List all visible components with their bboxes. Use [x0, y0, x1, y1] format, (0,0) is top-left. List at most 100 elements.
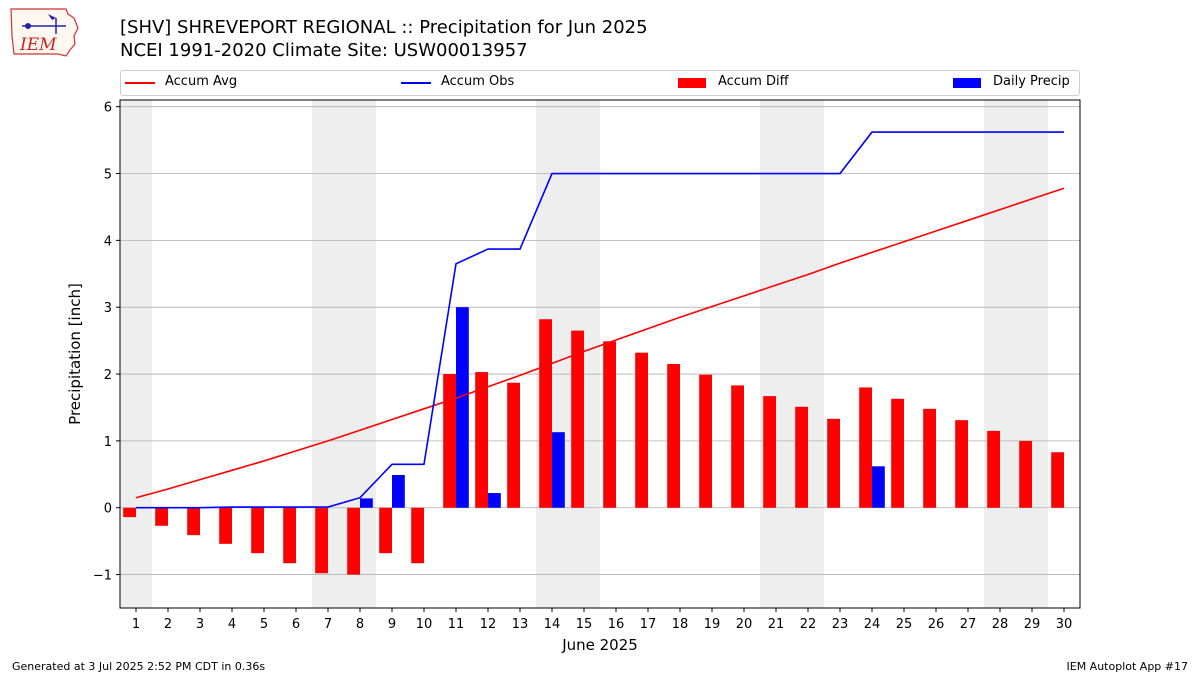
iem-logo: IEM	[10, 8, 79, 57]
legend: Accum Avg Accum Obs Accum Diff Daily Pre…	[120, 70, 1080, 96]
x-tick-label: 14	[544, 617, 561, 632]
y-tick-label: 1	[104, 435, 112, 450]
x-tick-label: 22	[800, 617, 817, 632]
y-tick-label: 2	[104, 368, 112, 383]
y-tick-label: 4	[104, 234, 112, 249]
legend-patch-swatch	[678, 78, 706, 88]
accum-diff-bar	[443, 374, 456, 508]
accum-diff-bar	[795, 406, 808, 508]
accum-diff-bar	[987, 430, 1000, 508]
legend-line-swatch	[125, 82, 155, 84]
accum-diff-bar	[475, 372, 488, 508]
accum-diff-bar	[155, 507, 168, 526]
accum-diff-bar	[667, 364, 680, 508]
y-tick-label: 5	[104, 168, 112, 183]
x-tick-label: 9	[388, 617, 396, 632]
weekend-shade	[792, 100, 824, 608]
y-tick-label: 3	[104, 301, 112, 316]
accum-diff-bar	[283, 507, 296, 564]
daily-precip-bar	[456, 307, 469, 508]
accum-diff-bar	[411, 507, 424, 564]
accum-diff-bar	[571, 330, 584, 508]
accum-obs-line	[136, 131, 1064, 509]
accum-diff-bar	[923, 408, 936, 508]
x-tick-label: 8	[356, 617, 364, 632]
daily-precip-bar	[360, 498, 373, 508]
x-tick-label: 27	[960, 617, 977, 632]
x-tick-label: 24	[864, 617, 881, 632]
accum-diff-bar	[123, 507, 136, 518]
daily-precip-bar	[552, 432, 565, 508]
accum-diff-bar	[763, 396, 776, 508]
x-tick-label: 19	[704, 617, 721, 632]
x-tick-label: 25	[896, 617, 913, 632]
daily-precip-bar	[392, 474, 405, 508]
accum-diff-bar	[699, 374, 712, 508]
x-tick-label: 7	[324, 617, 332, 632]
accum-diff-bar	[859, 387, 872, 508]
accum-diff-bar	[603, 341, 616, 508]
logo-text: IEM	[19, 35, 57, 55]
x-tick-label: 28	[992, 617, 1009, 632]
x-tick-label: 6	[292, 617, 300, 632]
x-tick-label: 11	[448, 617, 465, 632]
accum-diff-bar	[507, 382, 520, 508]
accum-diff-bar	[1019, 440, 1032, 508]
x-tick-label: 26	[928, 617, 945, 632]
accum-diff-bar	[539, 319, 552, 508]
accum-diff-bar	[251, 507, 264, 554]
y-tick-label: 6	[104, 101, 112, 116]
accum-diff-bar	[955, 420, 968, 508]
chart-title: [SHV] SHREVEPORT REGIONAL :: Precipitati…	[120, 17, 648, 38]
x-tick-label: 1	[132, 617, 140, 632]
x-axis-label: June 2025	[561, 636, 638, 654]
x-tick-label: 15	[576, 617, 593, 632]
x-tick-label: 17	[640, 617, 657, 632]
accum-diff-bar	[187, 507, 200, 536]
accum-diff-bar	[891, 398, 904, 508]
y-axis-label: Precipitation [inch]	[66, 283, 84, 425]
x-tick-label: 4	[228, 617, 236, 632]
iowa-map-icon	[10, 8, 79, 57]
legend-label: Daily Precip	[993, 74, 1070, 89]
footer-app-text: IEM Autoplot App #17	[1066, 660, 1189, 673]
x-tick-label: 3	[196, 617, 204, 632]
accum-diff-bar	[347, 507, 360, 575]
accum-diff-bar	[219, 507, 232, 544]
weekend-shade	[120, 100, 152, 608]
x-tick-label: 12	[480, 617, 497, 632]
legend-line-swatch	[401, 82, 431, 84]
weekend-shade	[760, 100, 792, 608]
accum-diff-bar	[379, 507, 392, 554]
accum-diff-bar	[827, 418, 840, 508]
accum-diff-bar	[635, 352, 648, 508]
x-tick-label: 29	[1024, 617, 1041, 632]
legend-label: Accum Diff	[718, 74, 789, 89]
weekend-shade	[984, 100, 1016, 608]
y-tick-label: −1	[93, 569, 112, 584]
legend-patch-swatch	[953, 78, 981, 88]
accum-avg-line	[135, 187, 1065, 499]
footer-generated-text: Generated at 3 Jul 2025 2:52 PM CDT in 0…	[12, 660, 266, 673]
plot-frame	[119, 99, 1081, 609]
daily-precip-bar	[872, 466, 885, 508]
x-tick-label: 2	[164, 617, 172, 632]
legend-label: Accum Avg	[165, 74, 238, 89]
y-tick-label: 0	[104, 502, 112, 517]
x-tick-label: 18	[672, 617, 689, 632]
legend-label: Accum Obs	[441, 74, 515, 89]
x-tick-label: 13	[512, 617, 529, 632]
x-tick-label: 10	[416, 617, 433, 632]
x-tick-label: 21	[768, 617, 785, 632]
accum-diff-bar	[315, 507, 328, 574]
accum-diff-bar	[1051, 452, 1064, 508]
x-tick-label: 20	[736, 617, 753, 632]
weekend-shade	[1016, 100, 1048, 608]
x-tick-label: 30	[1056, 617, 1073, 632]
chart-subtitle: NCEI 1991-2020 Climate Site: USW00013957	[120, 40, 528, 61]
daily-precip-bar	[488, 493, 501, 508]
accum-diff-bar	[731, 385, 744, 508]
x-tick-label: 23	[832, 617, 849, 632]
x-tick-label: 16	[608, 617, 625, 632]
